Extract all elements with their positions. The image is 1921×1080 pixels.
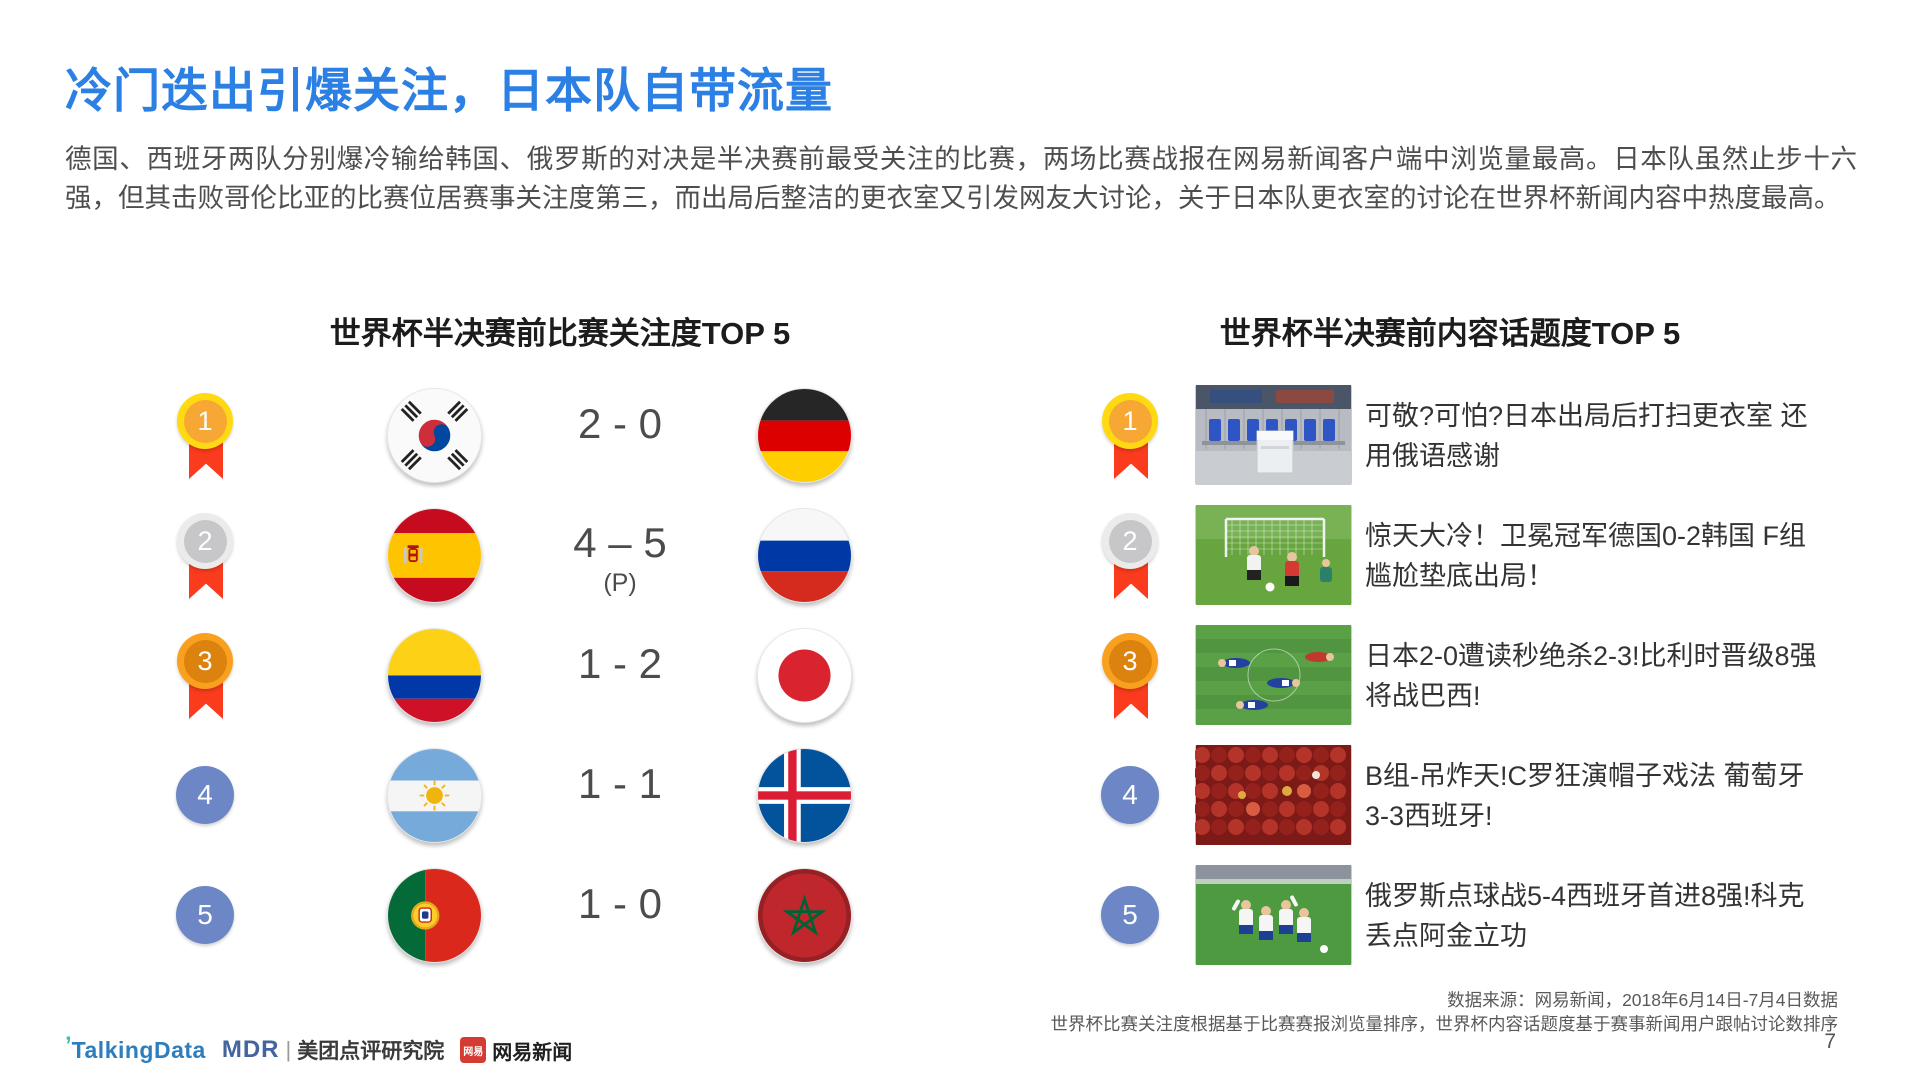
rank-number: 3	[1108, 639, 1152, 683]
match-2-score: 4 – 5 (P)	[535, 519, 705, 598]
rank-number: 5	[1122, 899, 1138, 930]
netease-badge-icon: 网易	[460, 1037, 487, 1063]
footer-logos: ’ TalkingData MDR | 美团点评研究院 网易 网易新闻	[65, 1031, 572, 1066]
mdr-mark: MDR	[221, 1036, 280, 1063]
topic-rank-2-medal: 2	[1102, 513, 1160, 603]
rank-1-medal: 1	[177, 393, 235, 483]
penalty-note: (P)	[603, 569, 637, 597]
spain-flag	[387, 508, 482, 603]
rank-number: 3	[183, 639, 227, 683]
match-panel-title: 世界杯半决赛前比赛关注度TOP 5	[329, 316, 791, 351]
match-5-score: 1 - 0	[577, 880, 663, 927]
topic-2-headline: 惊天大冷！卫冕冠军德国0-2韩国 F组尴尬垫底出局！	[1365, 521, 1807, 591]
rank-5-medal: 5	[176, 886, 234, 946]
portugal-flag	[387, 868, 482, 963]
russia-spain-celebration-photo	[1195, 865, 1352, 965]
page-title: 冷门迭出引爆关注，日本队自带流量	[65, 64, 833, 117]
south-korea-flag	[387, 388, 482, 483]
rank-4-medal: 4	[176, 766, 234, 826]
rank-number: 4	[197, 779, 213, 810]
japan-locker-room-photo	[1195, 385, 1352, 485]
source-line-1: 数据来源：网易新闻，2018年6月14日-7月4日数据	[1447, 990, 1838, 1010]
topic-rank-5-medal: 5	[1101, 886, 1159, 946]
talkingdata-logo: ’ TalkingData	[65, 1031, 206, 1063]
match-1-score: 2 - 0	[577, 400, 663, 447]
rank-number: 5	[197, 899, 213, 930]
rank-2-medal: 2	[177, 513, 235, 603]
rank-number: 2	[183, 519, 227, 563]
morocco-flag	[757, 868, 852, 963]
rank-number: 1	[183, 399, 227, 443]
rank-number: 2	[1108, 519, 1152, 563]
data-source-note: 数据来源：网易新闻，2018年6月14日-7月4日数据 世界杯比赛关注度根据基于…	[1051, 988, 1839, 1036]
japan-flag	[757, 628, 852, 723]
germany-korea-goal-photo	[1195, 505, 1352, 605]
argentina-flag	[387, 748, 482, 843]
topic-5-headline: 俄罗斯点球战5-4西班牙首进8强!科克丢点阿金立功	[1365, 881, 1805, 951]
meituan-dianping-institute-logo: MDR | 美团点评研究院	[221, 1036, 445, 1063]
japan-belgium-pitch-photo	[1195, 625, 1352, 725]
rank-3-medal: 3	[177, 633, 235, 723]
topic-rank-1-medal: 1	[1102, 393, 1160, 483]
topic-1-headline: 可敬?可怕?日本出局后打扫更衣室 还用俄语感谢	[1365, 401, 1808, 471]
page-number: 7	[1824, 1030, 1836, 1053]
topic-panel-title: 世界杯半决赛前内容话题度TOP 5	[1219, 316, 1681, 351]
intro-text: 德国、西班牙两队分别爆冷输给韩国、俄罗斯的对决是半决赛前最受关注的比赛，两场比赛…	[65, 144, 1857, 213]
colombia-flag	[387, 628, 482, 723]
match-3-score: 1 - 2	[577, 640, 663, 687]
match-4-score: 1 - 1	[577, 760, 663, 807]
germany-flag	[757, 388, 852, 483]
russia-flag	[757, 508, 852, 603]
rank-number: 1	[1108, 399, 1152, 443]
netease-news-logo: 网易 网易新闻	[460, 1036, 572, 1065]
topic-3-headline: 日本2-0遭读秒绝杀2-3!比利时晋级8强将战巴西!	[1365, 641, 1817, 711]
source-line-2: 世界杯比赛关注度根据基于比赛赛报浏览量排序，世界杯内容话题度基于赛事新闻用户跟帖…	[1050, 1014, 1839, 1034]
topic-rank-3-medal: 3	[1102, 633, 1160, 723]
portugal-spain-fans-photo	[1195, 745, 1352, 845]
topic-4-headline: B组-吊炸天!C罗狂演帽子戏法 葡萄牙3-3西班牙!	[1365, 761, 1805, 831]
iceland-flag	[757, 748, 852, 843]
logo-separator: |	[285, 1037, 292, 1062]
talkingdata-mark-icon: ’	[65, 1031, 72, 1059]
topic-rank-4-medal: 4	[1101, 766, 1159, 826]
rank-number: 4	[1122, 779, 1138, 810]
